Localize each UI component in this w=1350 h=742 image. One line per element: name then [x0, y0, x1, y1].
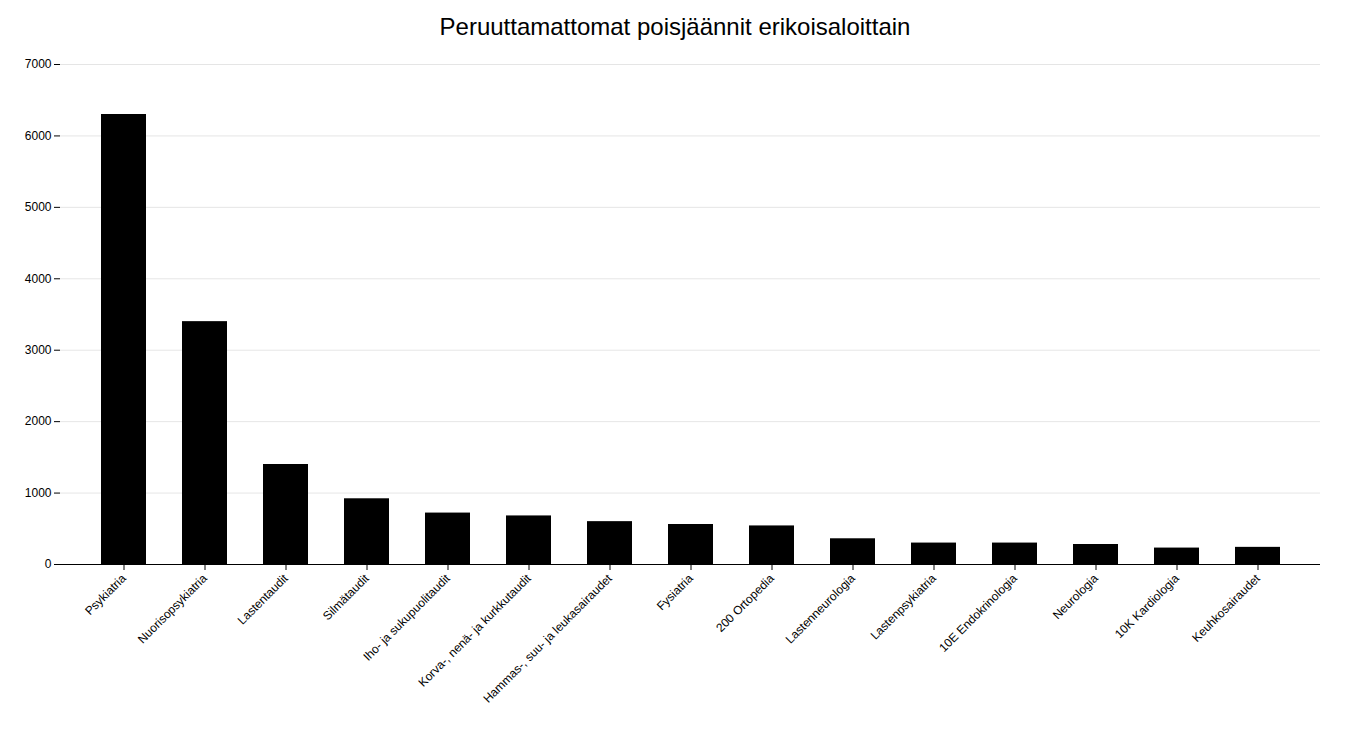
svg-text:7000: 7000 — [25, 57, 52, 71]
svg-text:5000: 5000 — [25, 200, 52, 214]
svg-text:Lastentaudit: Lastentaudit — [235, 571, 292, 628]
svg-text:Neurologia: Neurologia — [1050, 571, 1101, 622]
svg-text:10K Kardiologia: 10K Kardiologia — [1112, 571, 1182, 641]
svg-text:Lastenneurologia: Lastenneurologia — [783, 571, 858, 646]
svg-text:2000: 2000 — [25, 414, 52, 428]
svg-text:Hammas-, suu- ja leukasairaude: Hammas-, suu- ja leukasairaudet — [480, 571, 615, 706]
svg-text:1000: 1000 — [25, 486, 52, 500]
svg-text:10E Endokrinologia: 10E Endokrinologia — [936, 571, 1020, 655]
svg-text:Fysiatria: Fysiatria — [654, 571, 696, 613]
svg-text:Lastenpsykiatria: Lastenpsykiatria — [868, 571, 939, 642]
svg-text:4000: 4000 — [25, 272, 52, 286]
svg-text:Silmätaudit: Silmätaudit — [320, 571, 372, 623]
svg-text:Iho- ja sukupuolitaudit: Iho- ja sukupuolitaudit — [360, 571, 453, 664]
svg-text:200 Ortopedia: 200 Ortopedia — [713, 571, 777, 635]
svg-text:6000: 6000 — [25, 129, 52, 143]
svg-text:Psykiatria: Psykiatria — [82, 571, 129, 618]
svg-text:0: 0 — [45, 557, 52, 571]
svg-text:3000: 3000 — [25, 343, 52, 357]
svg-text:Keuhkosairaudet: Keuhkosairaudet — [1189, 571, 1263, 645]
html-text:Peruuttamattomat poisjäännit e: Peruuttamattomat poisjäännit erikoisaloi… — [439, 13, 911, 40]
svg-text:Nuorisopsykiatria: Nuorisopsykiatria — [135, 571, 210, 646]
svg-text:Korva-, nenä- ja kurkkutaudit: Korva-, nenä- ja kurkkutaudit — [415, 571, 534, 690]
